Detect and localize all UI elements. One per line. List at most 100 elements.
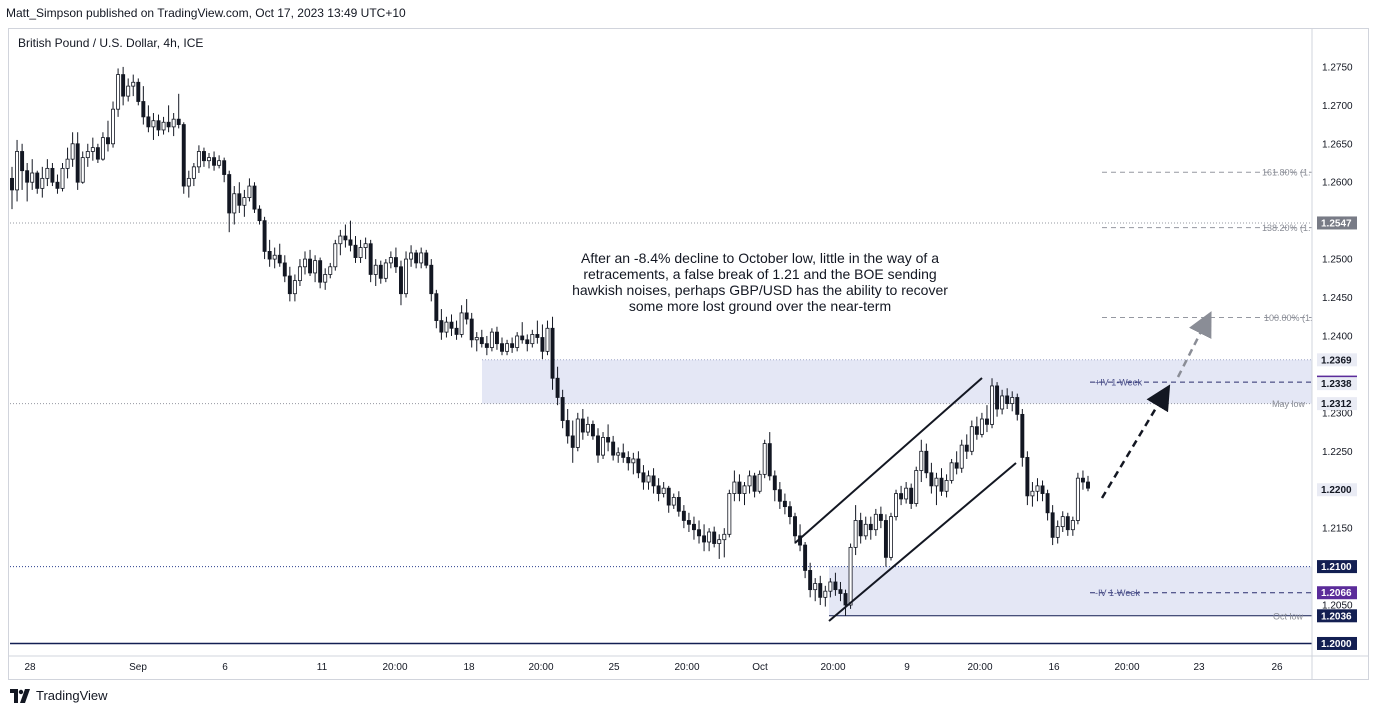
candle-down[interactable] bbox=[464, 312, 469, 320]
candle-up[interactable] bbox=[70, 143, 75, 160]
candle-down[interactable] bbox=[25, 170, 30, 183]
candle-down[interactable] bbox=[35, 172, 40, 189]
candle-up[interactable] bbox=[545, 327, 550, 352]
candle-up[interactable] bbox=[828, 581, 833, 592]
candle-down[interactable] bbox=[212, 157, 217, 166]
candle-up[interactable] bbox=[979, 418, 984, 435]
candle-down[interactable] bbox=[520, 335, 525, 341]
candle-up[interactable] bbox=[1010, 397, 1015, 405]
candle-up[interactable] bbox=[934, 477, 939, 487]
candle-up[interactable] bbox=[717, 539, 722, 544]
candle-down[interactable] bbox=[626, 457, 631, 464]
candle-up[interactable] bbox=[853, 520, 858, 548]
symbol-title[interactable]: British Pound / U.S. Dollar, 4h, ICE bbox=[18, 36, 204, 50]
candle-down[interactable] bbox=[676, 497, 681, 512]
candle-up[interactable] bbox=[186, 177, 191, 187]
candle-down[interactable] bbox=[454, 327, 459, 335]
candle-down[interactable] bbox=[348, 239, 353, 246]
candle-down[interactable] bbox=[378, 264, 383, 279]
tradingview-brand[interactable]: TradingView bbox=[10, 688, 108, 703]
candle-down[interactable] bbox=[803, 544, 808, 571]
candle-up[interactable] bbox=[323, 274, 328, 283]
candle-down[interactable] bbox=[277, 254, 282, 264]
candle-up[interactable] bbox=[45, 167, 50, 179]
candle-down[interactable] bbox=[55, 181, 60, 189]
candle-up[interactable] bbox=[363, 243, 368, 248]
candle-up[interactable] bbox=[813, 583, 818, 591]
candle-up[interactable] bbox=[1070, 520, 1075, 531]
candle-down[interactable] bbox=[1065, 516, 1070, 531]
candle-up[interactable] bbox=[40, 177, 45, 189]
candle-up[interactable] bbox=[530, 334, 535, 345]
candle-down[interactable] bbox=[651, 475, 656, 487]
candle-down[interactable] bbox=[393, 257, 398, 268]
candle-down[interactable] bbox=[500, 343, 504, 352]
price-tag[interactable] bbox=[1317, 483, 1357, 497]
candle-up[interactable] bbox=[111, 108, 115, 145]
price-tag[interactable] bbox=[1317, 560, 1357, 574]
candle-up[interactable] bbox=[1060, 516, 1065, 528]
candle-up[interactable] bbox=[60, 167, 65, 189]
candle-down[interactable] bbox=[752, 475, 757, 492]
candle-up[interactable] bbox=[661, 487, 666, 494]
candle-up[interactable] bbox=[242, 197, 247, 206]
candle-down[interactable] bbox=[550, 327, 555, 379]
candle-down[interactable] bbox=[353, 244, 358, 258]
candle-down[interactable] bbox=[308, 258, 313, 274]
candle-up[interactable] bbox=[1075, 477, 1080, 521]
candle-up[interactable] bbox=[474, 337, 479, 341]
candle-up[interactable] bbox=[373, 264, 378, 275]
candle-down[interactable] bbox=[1025, 457, 1030, 497]
candle-down[interactable] bbox=[697, 529, 701, 537]
candle-down[interactable] bbox=[974, 426, 979, 435]
candle-down[interactable] bbox=[494, 331, 499, 345]
candle-down[interactable] bbox=[20, 151, 25, 172]
candle-up[interactable] bbox=[333, 243, 338, 268]
candle-up[interactable] bbox=[207, 157, 211, 162]
support-resistance-zone[interactable] bbox=[829, 566, 1312, 616]
candle-up[interactable] bbox=[151, 120, 156, 128]
candle-down[interactable] bbox=[368, 243, 373, 275]
candle-down[interactable] bbox=[777, 489, 782, 502]
candle-down[interactable] bbox=[237, 193, 242, 206]
candle-down[interactable] bbox=[838, 589, 843, 594]
candle-up[interactable] bbox=[1030, 490, 1035, 497]
candle-up[interactable] bbox=[328, 266, 333, 275]
price-tag[interactable] bbox=[1317, 636, 1357, 650]
candle-up[interactable] bbox=[65, 158, 70, 169]
candle-up[interactable] bbox=[894, 493, 899, 518]
candle-up[interactable] bbox=[990, 385, 994, 425]
candle-up[interactable] bbox=[338, 235, 343, 245]
candle-up[interactable] bbox=[707, 531, 712, 543]
candle-down[interactable] bbox=[808, 570, 813, 591]
candle-down[interactable] bbox=[606, 437, 611, 443]
candle-down[interactable] bbox=[883, 520, 888, 558]
candle-down[interactable] bbox=[535, 334, 540, 338]
candle-down[interactable] bbox=[399, 266, 403, 295]
candle-up[interactable] bbox=[949, 462, 954, 481]
candle-up[interactable] bbox=[575, 418, 580, 448]
candle-up[interactable] bbox=[444, 321, 449, 333]
candle-down[interactable] bbox=[479, 337, 484, 345]
candle-down[interactable] bbox=[282, 262, 287, 277]
candle-down[interactable] bbox=[252, 185, 257, 210]
candle-down[interactable] bbox=[692, 523, 696, 531]
price-tag[interactable] bbox=[1317, 353, 1357, 367]
candle-up[interactable] bbox=[585, 423, 590, 433]
candle-down[interactable] bbox=[712, 531, 717, 544]
candle-down[interactable] bbox=[995, 385, 1000, 410]
candle-up[interactable] bbox=[863, 523, 868, 537]
candle-up[interactable] bbox=[1055, 526, 1060, 538]
candle-down[interactable] bbox=[787, 506, 792, 518]
candle-down[interactable] bbox=[510, 343, 515, 348]
candle-down[interactable] bbox=[939, 477, 944, 492]
candle-up[interactable] bbox=[30, 172, 35, 183]
candle-up[interactable] bbox=[747, 475, 752, 487]
candle-down[interactable] bbox=[636, 458, 641, 474]
candle-up[interactable] bbox=[171, 118, 176, 128]
candle-down[interactable] bbox=[222, 160, 227, 175]
candle-down[interactable] bbox=[964, 444, 969, 452]
annotation-note[interactable]: After an -8.4% decline to October low, l… bbox=[572, 250, 948, 314]
candle-down[interactable] bbox=[818, 583, 823, 598]
candle-up[interactable] bbox=[313, 260, 318, 274]
